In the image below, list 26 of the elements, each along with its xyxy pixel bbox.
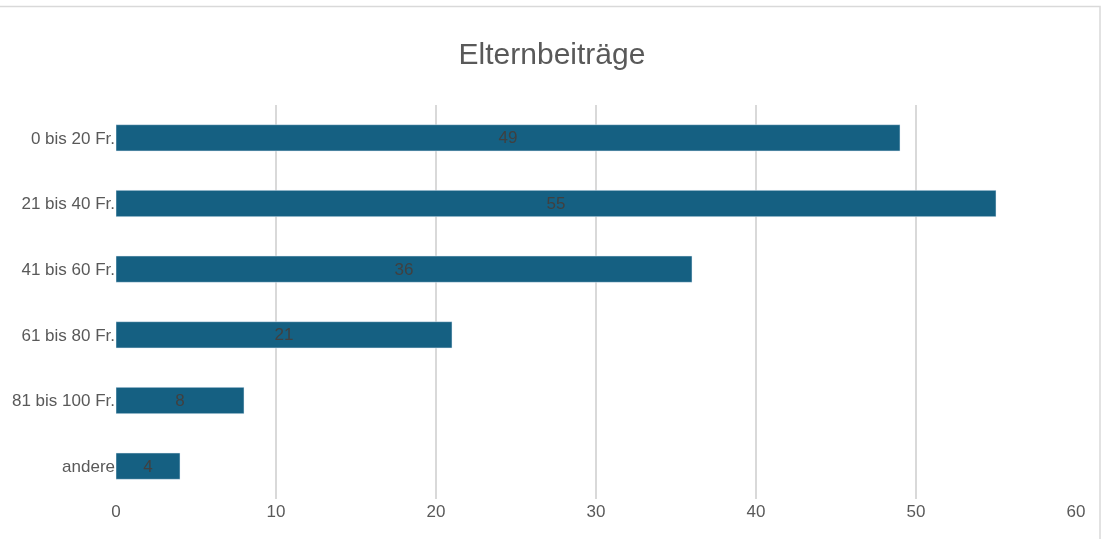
chart-title: Elternbeiträge [458,37,646,71]
y-tick-label: 81 bis 100 Fr. [11,391,115,411]
y-tick-label: 41 bis 60 Fr. [21,260,115,280]
bar [116,452,181,480]
x-tick-label: 20 [426,502,446,521]
data-label: 21 [274,325,294,345]
x-tick-label: 60 [1066,502,1086,521]
data-label: 36 [394,259,414,279]
data-label: 49 [498,128,518,148]
bar [116,255,693,283]
y-tick-label: 21 bis 40 Fr. [21,194,115,214]
bar [116,124,901,152]
y-tick-label: 0 bis 20 Fr. [30,128,115,148]
x-tick-label: 50 [906,502,926,521]
x-tick-label: 0 [111,502,121,521]
bar [116,387,245,414]
data-label: 8 [175,391,185,410]
bar [116,321,453,349]
x-tick-label: 30 [586,502,606,521]
data-label: 4 [143,456,153,476]
y-tick-label: 61 bis 80 Fr. [21,325,115,345]
y-tick-label: andere [62,457,115,477]
x-tick-label: 10 [266,502,286,521]
bar [116,190,997,217]
x-tick-label: 40 [746,502,766,521]
data-label: 55 [546,194,566,213]
